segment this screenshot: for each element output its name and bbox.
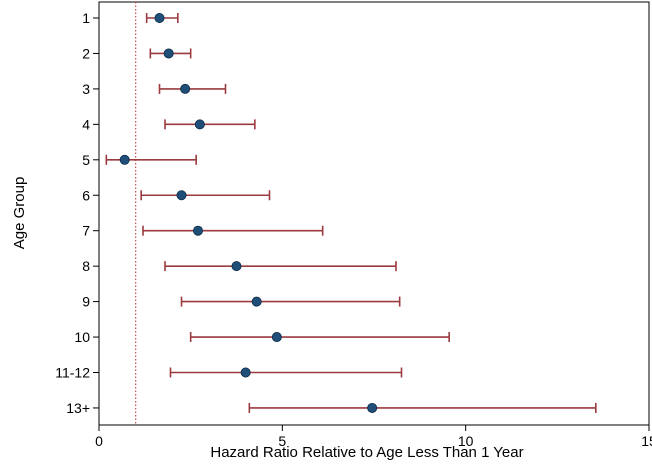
point-estimate	[119, 154, 130, 165]
x-tick-label: 0	[95, 433, 103, 449]
y-tick-label: 6	[82, 187, 90, 203]
x-axis-title: Hazard Ratio Relative to Age Less Than 1…	[210, 444, 523, 461]
point-estimate	[251, 296, 262, 307]
y-tick-label: 13+	[66, 400, 90, 416]
y-tick-label: 2	[82, 45, 90, 61]
y-tick-label: 11-12	[55, 365, 90, 381]
point-estimate	[180, 83, 191, 94]
point-estimate	[367, 402, 378, 413]
point-estimate	[271, 332, 282, 343]
y-tick-label: 9	[82, 294, 90, 310]
plot-area: 0 5 10 15 1 2 3 4 5 6 7 8 9 10 11-12 13+	[55, 1, 652, 449]
y-tick-label: 5	[82, 152, 90, 168]
y-tick-label: 7	[82, 223, 90, 239]
x-tick-label: 5	[278, 433, 286, 449]
point-estimate	[194, 119, 205, 130]
point-estimate	[240, 367, 251, 378]
y-axis-title: Age Group	[11, 177, 28, 250]
point-estimate	[163, 48, 174, 59]
point-estimate	[192, 225, 203, 236]
x-tick-label: 15	[641, 433, 652, 449]
point-estimate	[176, 190, 187, 201]
point-estimate	[231, 261, 242, 272]
plot-frame	[98, 1, 650, 426]
point-estimate	[154, 12, 165, 23]
y-tick-label: 4	[82, 116, 90, 132]
y-tick-label: 10	[74, 329, 90, 345]
x-tick-label: 10	[458, 433, 474, 449]
y-tick-label: 1	[82, 10, 90, 26]
y-tick-label: 3	[82, 81, 90, 97]
y-tick-label: 8	[82, 258, 90, 274]
